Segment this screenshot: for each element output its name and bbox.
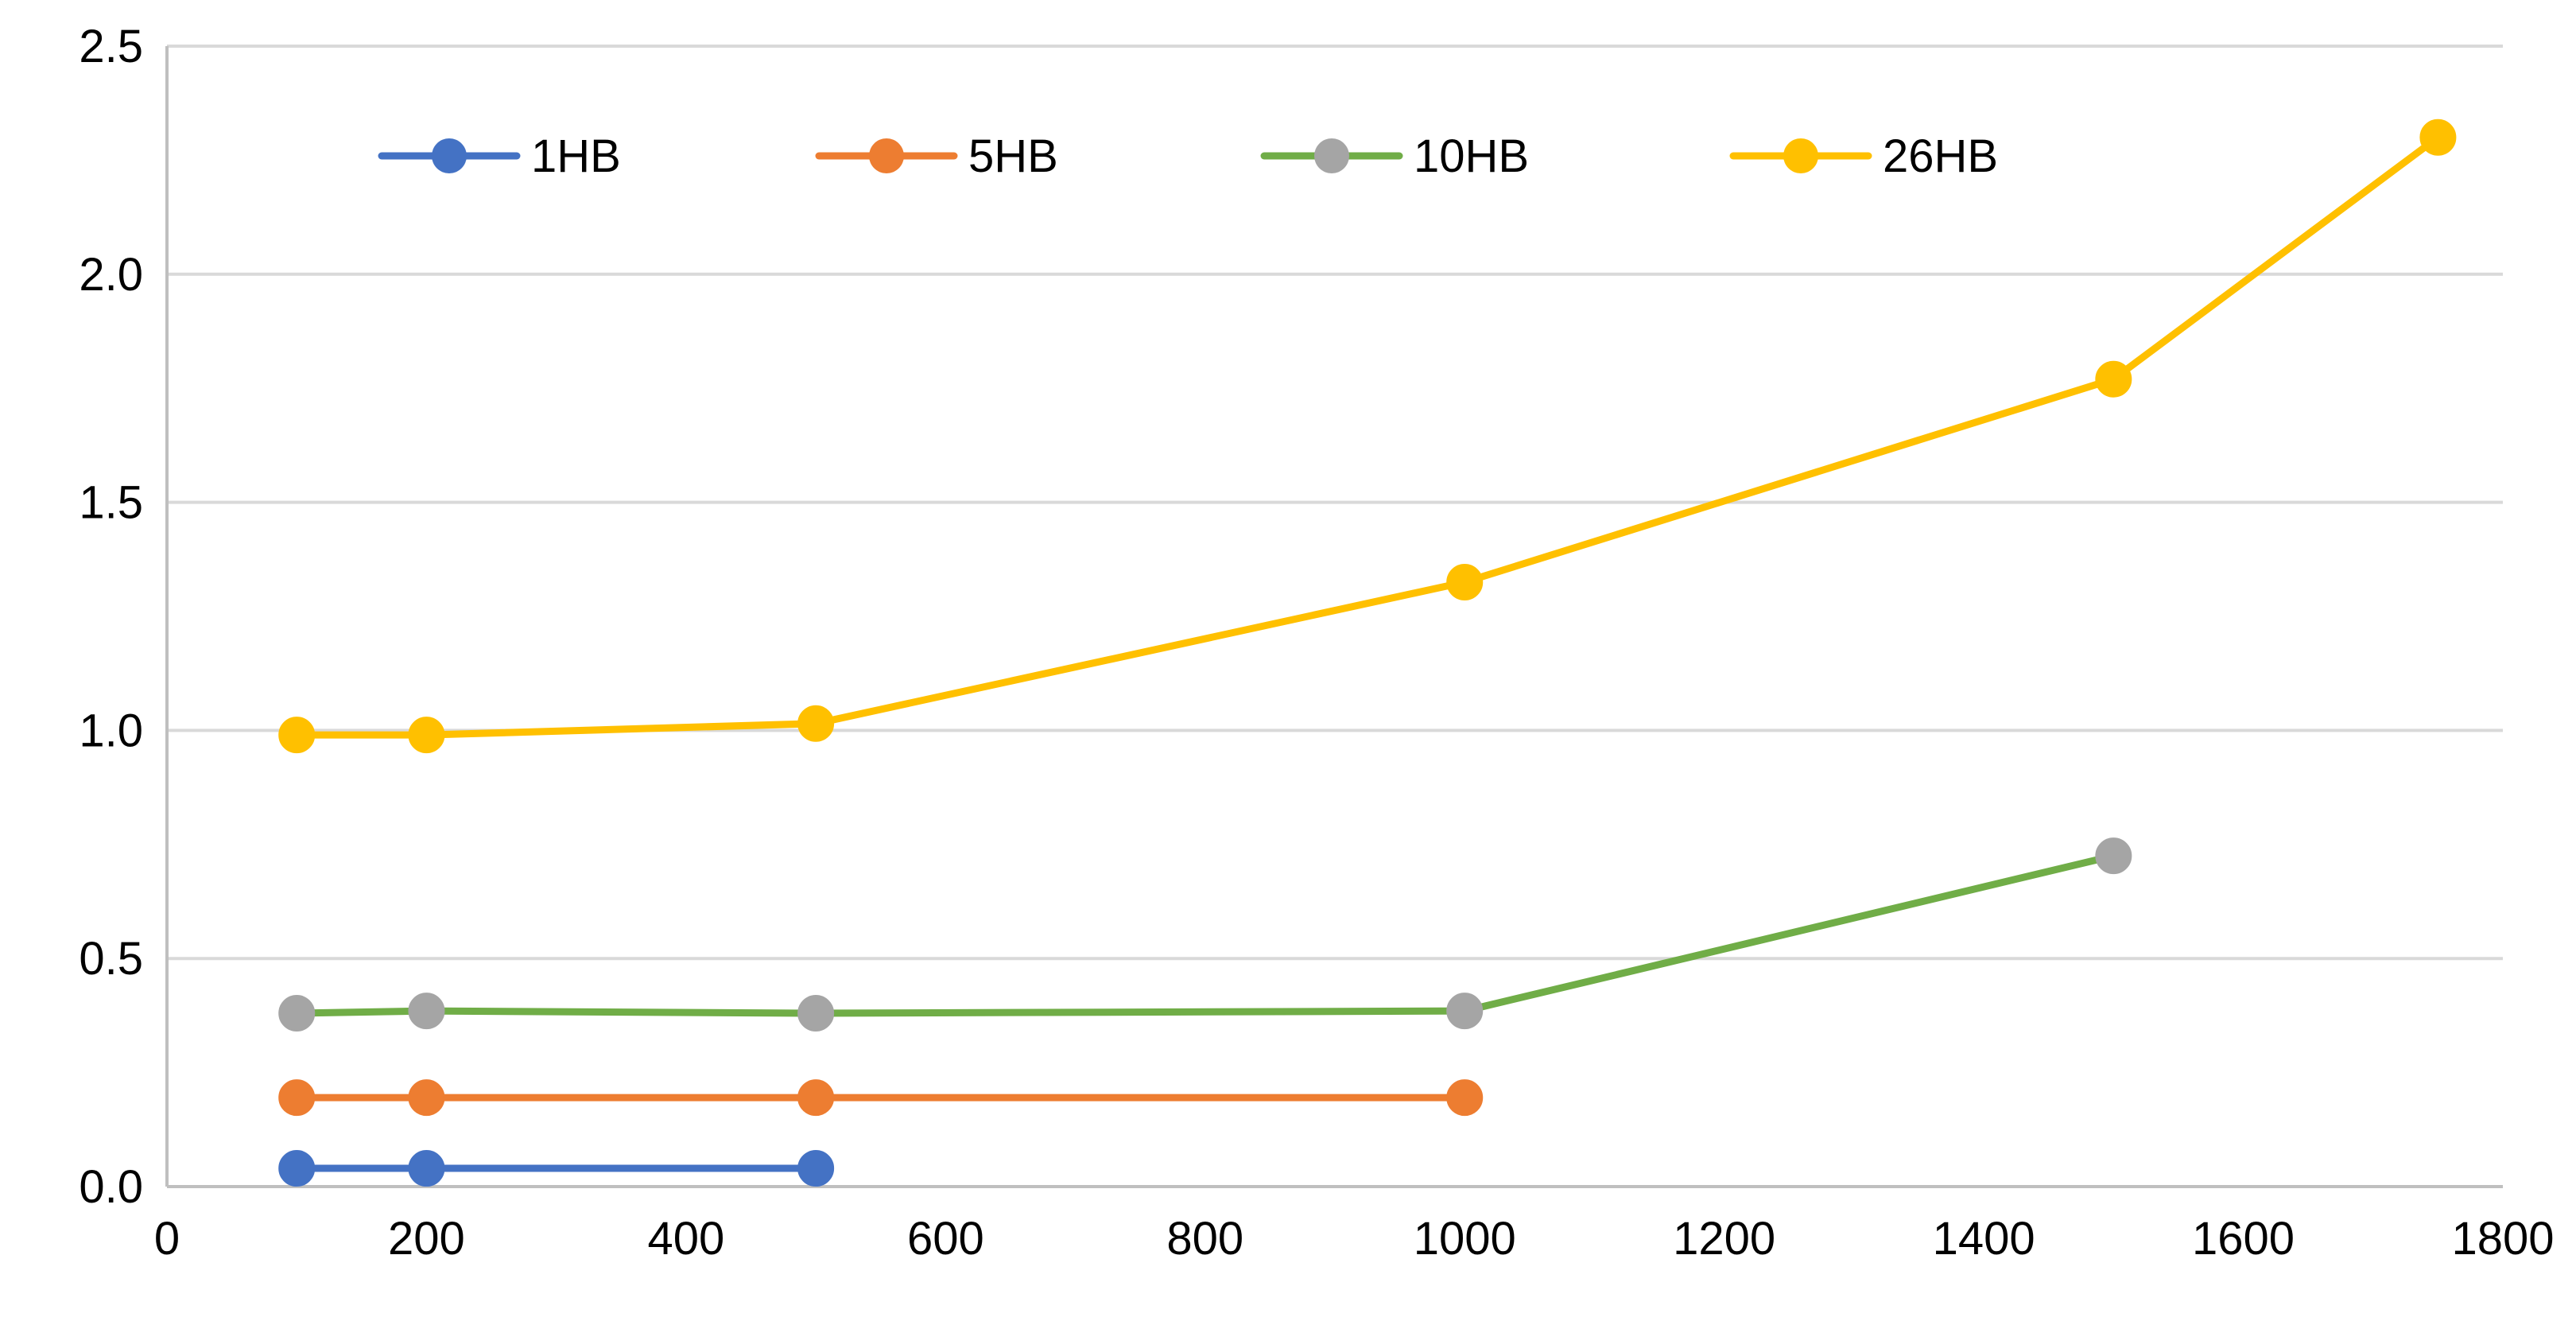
legend-label: 5HB <box>968 130 1058 182</box>
legend-item-10HB: 10HB <box>1260 130 1529 182</box>
gridlines <box>167 45 2503 961</box>
legend-swatch-marker <box>432 138 467 173</box>
series-1HB <box>278 1150 835 1187</box>
data-point <box>408 993 445 1030</box>
legend: 1HB 5HB 10HB 26HB <box>378 130 1998 182</box>
x-tick-label: 600 <box>907 1213 984 1265</box>
data-point <box>408 1079 445 1117</box>
data-point <box>278 995 316 1032</box>
data-point <box>1446 1079 1484 1117</box>
data-point <box>2095 837 2132 875</box>
x-tick-label: 1200 <box>1673 1213 1775 1265</box>
x-tick-label: 1800 <box>2451 1213 2554 1265</box>
data-point <box>278 1079 316 1117</box>
legend-swatch-marker <box>1314 138 1349 173</box>
series <box>278 119 2457 1187</box>
data-point <box>797 1079 835 1117</box>
y-tick-label: 0.5 <box>79 933 143 985</box>
legend-swatch-marker <box>869 138 904 173</box>
series-line <box>293 134 2442 739</box>
x-tick-label: 200 <box>388 1213 465 1265</box>
y-tick-label: 1.0 <box>79 705 143 756</box>
data-point <box>2095 360 2132 398</box>
x-tick-label: 800 <box>1166 1213 1243 1265</box>
axes: 0.0 0.5 1.0 1.5 2.0 2.5 0 200 400 600 800 1000 1200 1… <box>79 21 2554 1265</box>
legend-label: 10HB <box>1414 130 1529 182</box>
data-point <box>278 1150 316 1187</box>
series-5HB <box>278 1079 1484 1117</box>
data-point <box>1446 993 1484 1030</box>
data-point <box>1446 563 1484 600</box>
series-line <box>293 852 2117 1017</box>
y-tick-label: 0.0 <box>79 1161 143 1213</box>
legend-swatch-marker <box>1783 138 1818 173</box>
data-point <box>2419 119 2457 156</box>
legend-item-5HB: 5HB <box>815 130 1058 182</box>
series-26HB <box>278 119 2457 754</box>
x-tick-label: 400 <box>647 1213 724 1265</box>
legend-label: 26HB <box>1883 130 1998 182</box>
legend-item-26HB: 26HB <box>1729 130 1998 182</box>
data-point <box>278 717 316 754</box>
x-tick-label: 0 <box>154 1213 180 1265</box>
data-point <box>797 995 835 1032</box>
data-point <box>797 705 835 742</box>
x-tick-label: 1000 <box>1414 1213 1516 1265</box>
legend-label: 1HB <box>531 130 621 182</box>
x-tick-label: 1400 <box>1933 1213 2035 1265</box>
data-point <box>408 717 445 754</box>
y-tick-label: 2.0 <box>79 249 143 301</box>
legend-item-1HB: 1HB <box>378 130 621 182</box>
data-point <box>797 1150 835 1187</box>
y-tick-label: 1.5 <box>79 477 143 529</box>
y-tick-label: 2.5 <box>79 21 143 72</box>
series-10HB <box>278 837 2132 1032</box>
data-point <box>408 1150 445 1187</box>
x-tick-label: 1600 <box>2192 1213 2295 1265</box>
